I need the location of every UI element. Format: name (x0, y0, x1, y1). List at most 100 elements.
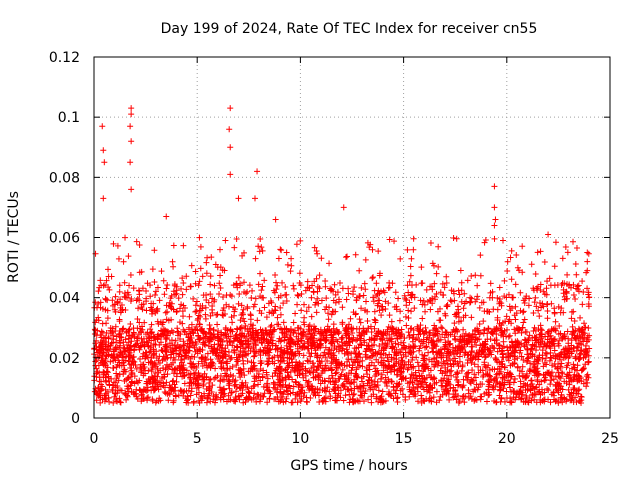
data-point (323, 303, 330, 310)
data-point (344, 386, 351, 393)
data-point (398, 354, 405, 361)
data-point (392, 340, 399, 347)
data-point (367, 347, 374, 354)
data-point (257, 377, 264, 384)
data-point (496, 380, 503, 387)
data-point (272, 307, 279, 314)
data-point (517, 307, 524, 314)
data-point (510, 388, 517, 395)
data-point (106, 398, 113, 405)
data-point (383, 335, 390, 342)
data-point (314, 371, 321, 378)
data-point (501, 363, 508, 370)
data-point (393, 352, 400, 359)
data-point (251, 362, 258, 369)
data-point (159, 357, 166, 364)
data-point (373, 280, 380, 287)
data-point (559, 399, 566, 406)
data-point (265, 300, 272, 307)
data-point (197, 302, 204, 309)
data-point (215, 328, 222, 335)
data-point (148, 321, 155, 328)
data-point (306, 284, 313, 291)
data-point (219, 376, 226, 383)
data-point (462, 330, 469, 337)
data-point (521, 343, 528, 350)
data-point (585, 300, 592, 307)
data-point (446, 341, 453, 348)
data-point (452, 355, 459, 362)
data-point (410, 235, 417, 242)
data-point (376, 342, 383, 349)
data-point (255, 373, 262, 380)
data-point (191, 371, 198, 378)
data-point (134, 316, 141, 323)
data-point (133, 335, 140, 342)
data-point (388, 318, 395, 325)
data-point (378, 375, 385, 382)
data-point (278, 247, 285, 254)
y-tick-label: 0.02 (49, 351, 80, 367)
data-point (371, 325, 378, 332)
data-point (491, 337, 498, 344)
data-point (236, 384, 243, 391)
data-point (564, 281, 571, 288)
data-point (367, 384, 374, 391)
data-point (430, 338, 437, 345)
data-point (538, 304, 545, 311)
data-point (307, 353, 314, 360)
data-point (114, 242, 121, 249)
data-point (433, 399, 440, 406)
data-point (477, 396, 484, 403)
data-point (511, 353, 518, 360)
data-point (370, 294, 377, 301)
data-point (435, 243, 442, 250)
data-point (552, 318, 559, 325)
data-point (443, 279, 450, 286)
data-point (533, 303, 540, 310)
data-point (292, 341, 299, 348)
data-point (292, 378, 299, 385)
data-point (264, 375, 271, 382)
data-point (379, 337, 386, 344)
data-point (474, 282, 481, 289)
data-point (297, 366, 304, 373)
data-point (552, 239, 559, 246)
data-point (260, 331, 267, 338)
data-point (95, 288, 102, 295)
data-point (314, 295, 321, 302)
data-point (350, 379, 357, 386)
data-point (165, 317, 172, 324)
data-point (529, 353, 536, 360)
data-point (266, 355, 273, 362)
data-point (220, 359, 227, 366)
data-point (318, 255, 325, 262)
data-point (551, 310, 558, 317)
data-point (529, 392, 536, 399)
data-point (298, 290, 305, 297)
data-point (454, 369, 461, 376)
data-point (359, 394, 366, 401)
data-point (514, 363, 521, 370)
data-point (557, 309, 564, 316)
data-point (269, 342, 276, 349)
data-point (406, 299, 413, 306)
data-point (507, 254, 514, 261)
data-point (349, 364, 356, 371)
data-point (195, 312, 202, 319)
data-point (459, 383, 466, 390)
data-point (232, 334, 239, 341)
data-point (286, 382, 293, 389)
data-point (395, 295, 402, 302)
data-point (309, 386, 316, 393)
data-point (227, 333, 234, 340)
data-point (110, 399, 117, 406)
data-point (264, 342, 271, 349)
data-point (585, 336, 592, 343)
data-point (378, 396, 385, 403)
data-point (402, 313, 409, 320)
data-point (560, 354, 567, 361)
data-point (329, 375, 336, 382)
data-point (233, 354, 240, 361)
data-point (206, 362, 213, 369)
